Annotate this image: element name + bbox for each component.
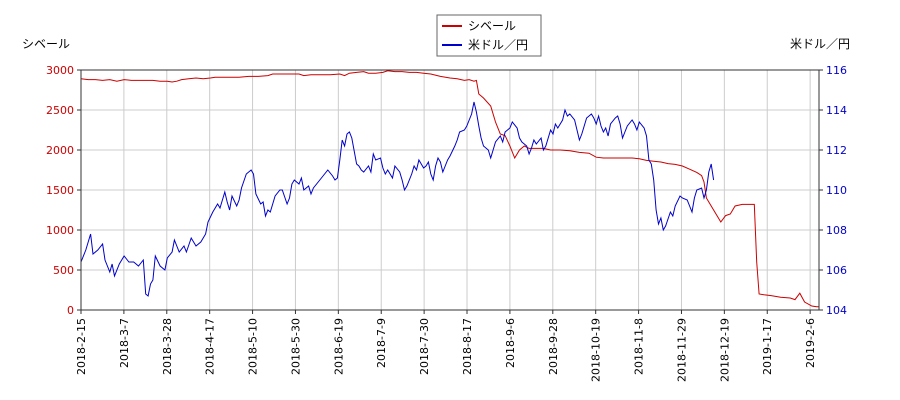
- x-tick-label: 2018-11-8: [633, 318, 646, 375]
- legend-label-series-1: シベール: [468, 19, 516, 33]
- right-tick-label: 104: [826, 304, 847, 317]
- right-tick-label: 116: [826, 64, 847, 77]
- x-tick-label: 2018-7-9: [375, 318, 388, 368]
- x-tick-label: 2018-10-19: [590, 318, 603, 382]
- right-tick-label: 110: [826, 184, 847, 197]
- x-tick-label: 2018-9-6: [504, 318, 517, 368]
- right-axis-title: 米ドル／円: [790, 37, 850, 51]
- right-tick-label: 108: [826, 224, 847, 237]
- left-y-axis: 0 500 1000 1500 2000 2500 3000: [46, 64, 81, 317]
- left-tick-label: 500: [53, 264, 74, 277]
- x-tick-label: 2018-6-19: [332, 318, 345, 375]
- plot-frame: [80, 69, 820, 311]
- right-tick-label: 106: [826, 264, 847, 277]
- left-tick-label: 1000: [46, 224, 74, 237]
- x-tick-label: 2019-2-6: [804, 318, 817, 368]
- x-tick-label: 2018-3-28: [161, 318, 174, 375]
- right-y-axis: 104 106 108 110 112 114 116: [819, 64, 847, 317]
- right-tick-label: 112: [826, 144, 847, 157]
- x-tick-label: 2018-12-19: [718, 318, 731, 382]
- left-tick-label: 2500: [46, 104, 74, 117]
- left-axis-title: シベール: [22, 37, 70, 51]
- x-tick-label: 2018-5-30: [289, 318, 302, 375]
- x-tick-label: 2018-4-17: [204, 318, 217, 375]
- left-tick-label: 1500: [46, 184, 74, 197]
- x-tick-label: 2018-5-10: [247, 318, 260, 375]
- left-tick-label: 3000: [46, 64, 74, 77]
- x-tick-label: 2018-8-17: [461, 318, 474, 375]
- legend: シベール 米ドル／円: [436, 14, 542, 57]
- x-tick-label: 2019-1-17: [761, 318, 774, 375]
- x-tick-label: 2018-3-7: [118, 318, 131, 368]
- series-line-1: [80, 70, 819, 308]
- x-tick-label: 2018-7-30: [418, 318, 431, 375]
- legend-box: [436, 14, 542, 57]
- x-tick-label: 2018-11-29: [675, 318, 688, 382]
- x-tick-label: 2018-9-28: [547, 318, 560, 375]
- series-line-2: [80, 101, 715, 297]
- left-tick-label: 0: [67, 304, 74, 317]
- legend-label-series-2: 米ドル／円: [468, 38, 528, 52]
- right-tick-label: 114: [826, 104, 847, 117]
- left-tick-label: 2000: [46, 144, 74, 157]
- x-axis-ticks: 2018-2-15 2018-3-7 2018-3-28 2018-4-17 2018-…: [75, 310, 817, 382]
- grid: [80, 69, 819, 311]
- series-lines: [80, 70, 819, 308]
- x-tick-label: 2018-2-15: [75, 318, 88, 375]
